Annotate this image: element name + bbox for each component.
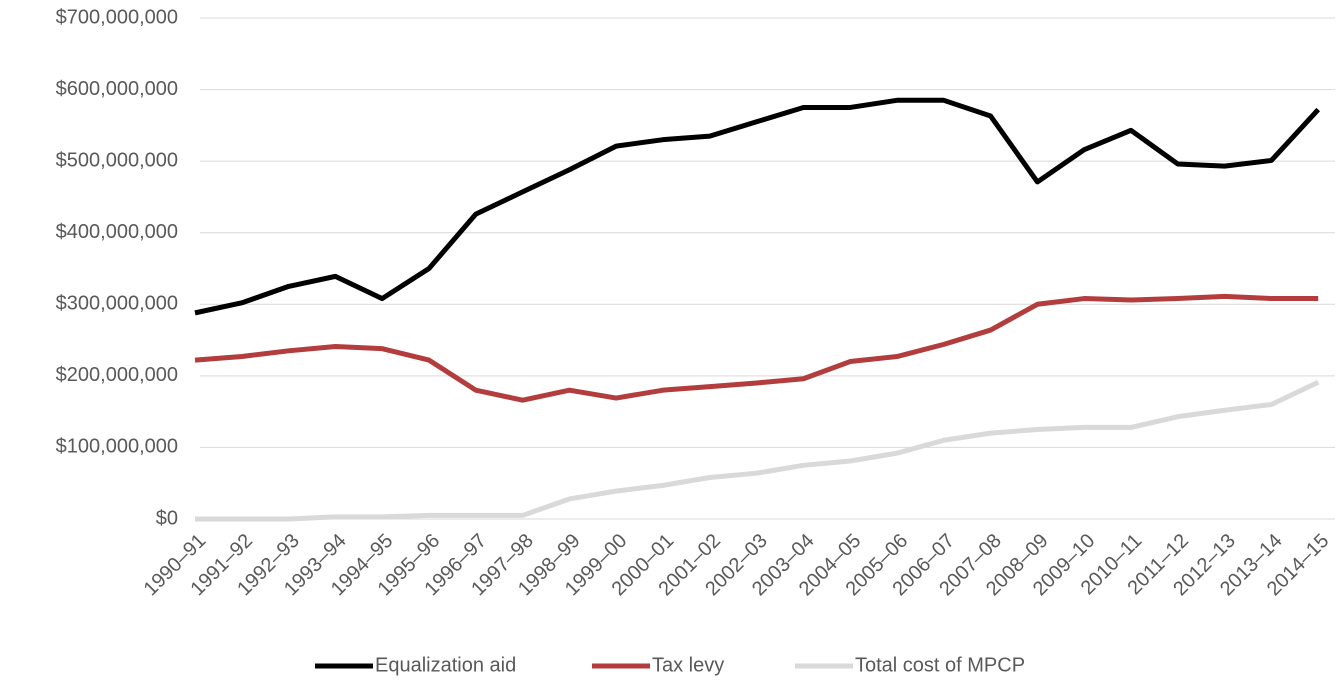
y-tick-label: $400,000,000 bbox=[56, 221, 178, 243]
legend-label: Equalization aid bbox=[375, 654, 516, 676]
line-series bbox=[194, 293, 1319, 403]
line-series bbox=[195, 380, 1320, 522]
legend-label: Total cost of MPCP bbox=[855, 654, 1025, 676]
y-tick-label: $300,000,000 bbox=[56, 293, 178, 315]
legend-label: Tax levy bbox=[652, 654, 724, 676]
line-series bbox=[194, 97, 1321, 316]
y-tick-label: $600,000,000 bbox=[56, 78, 178, 100]
y-tick-label: $200,000,000 bbox=[56, 364, 178, 386]
y-tick-label: $500,000,000 bbox=[56, 149, 178, 171]
y-tick-label: $0 bbox=[156, 507, 178, 529]
y-tick-label: $700,000,000 bbox=[56, 6, 178, 28]
y-tick-label: $100,000,000 bbox=[56, 436, 178, 458]
